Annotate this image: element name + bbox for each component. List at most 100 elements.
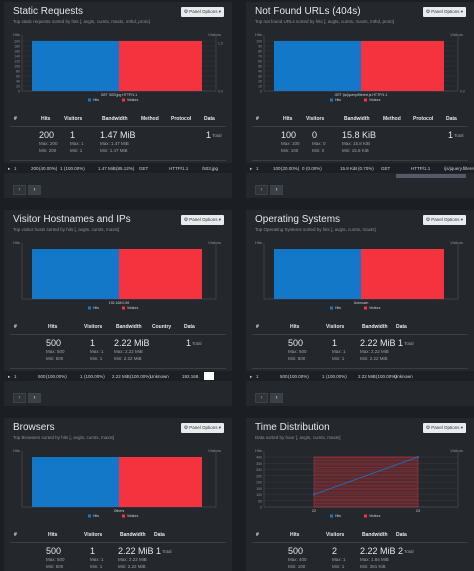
column-header[interactable]: #	[14, 532, 17, 538]
line-hits	[313, 456, 419, 495]
summary-data-total: 1	[448, 130, 454, 140]
column-header[interactable]: #	[256, 532, 259, 538]
panel-visitor-hostnames-and-ips: Visitor Hostnames and IPs Top visitor hos…	[4, 210, 232, 406]
next-page-button[interactable]: ›	[270, 185, 283, 195]
column-header[interactable]: Visitors	[326, 532, 345, 538]
previous-page-button[interactable]: ‹	[255, 393, 268, 403]
panel-options-button[interactable]: ⚙Panel Options ▾	[422, 215, 466, 225]
panel-title: Browsers	[13, 422, 55, 433]
expand-icon[interactable]: ▸	[8, 166, 11, 171]
column-header[interactable]: #	[14, 116, 17, 122]
divider	[10, 160, 226, 161]
divider	[252, 160, 468, 161]
next-page-button[interactable]: ›	[270, 393, 283, 403]
panel-options-button[interactable]: ⚙Panel Options ▾	[180, 423, 224, 433]
previous-page-button[interactable]: ‹	[13, 393, 26, 403]
expand-icon[interactable]: ▸	[8, 374, 11, 379]
column-header[interactable]: Visitors	[326, 324, 345, 330]
column-header[interactable]: Hits	[283, 116, 293, 122]
x-tick-label: Others	[114, 509, 125, 513]
next-page-button[interactable]: ›	[28, 185, 41, 195]
y-tick-label: 0	[260, 90, 262, 94]
column-header[interactable]: Data	[396, 324, 407, 330]
column-header[interactable]: Bandwidth	[362, 532, 388, 538]
column-header[interactable]: #	[256, 324, 259, 330]
y-tick-label: 300	[256, 468, 262, 472]
summary-hits-max: Max: 500	[46, 557, 65, 562]
column-header[interactable]: #	[14, 324, 17, 330]
table-row[interactable]: ▸ 1 500 (100.00%) 1 (100.00%) 2.22 MiB (100.00%…	[4, 371, 232, 381]
column-header[interactable]: Hits	[290, 532, 300, 538]
column-header[interactable]: Data	[446, 116, 457, 122]
horizontal-scrollbar[interactable]	[396, 174, 466, 178]
column-header[interactable]: Method	[383, 116, 401, 122]
panel-options-button[interactable]: ⚙Panel Options ▾	[422, 423, 466, 433]
summary-data-label: Total	[404, 549, 414, 554]
panel-options-button[interactable]: ⚙Panel Options ▾	[422, 7, 466, 17]
panel-title: Visitor Hostnames and IPs	[13, 214, 131, 225]
column-header[interactable]: Visitors	[64, 116, 83, 122]
y-tick-label: 50	[258, 499, 262, 503]
chevron-left-icon: ‹	[18, 187, 21, 193]
column-header[interactable]: Hits	[290, 324, 300, 330]
column-header[interactable]: Bandwidth	[362, 324, 388, 330]
expand-icon[interactable]: ▸	[250, 166, 253, 171]
column-header[interactable]: Bandwidth	[344, 116, 370, 122]
table-row[interactable]: ▸ 1 100 (20.00%) 0 (0.00%) 15.8 KiB (0.70%) GET H…	[246, 163, 474, 173]
summary-row: 500 Max: 500 Min: 500 1 Max: 1 Min: 1 2.22 MiB…	[4, 546, 232, 571]
previous-page-button[interactable]: ‹	[13, 185, 26, 195]
panel-title: Static Requests	[13, 6, 84, 17]
divider	[10, 126, 226, 127]
summary-hits-min: Min: 100	[281, 148, 299, 153]
summary-hits: 200	[39, 130, 55, 140]
column-header[interactable]: Bandwidth	[120, 532, 146, 538]
row-number: 1	[256, 374, 259, 379]
column-header[interactable]: Bandwidth	[102, 116, 128, 122]
expand-icon[interactable]: ▸	[250, 374, 253, 379]
y2-axis-label: Visitors	[208, 32, 221, 37]
row-hits: 200	[31, 166, 39, 171]
chart: Hits Visitors2001801601401201008060402001…	[13, 32, 223, 102]
table-row[interactable]: ▸ 1 500 (100.00%) 1 (100.00%) 2.22 MiB (100.00%…	[246, 371, 474, 381]
point-hits	[313, 493, 315, 496]
column-header[interactable]: Data	[154, 532, 165, 538]
legend-visitors-label: Visitors	[127, 306, 139, 310]
column-header[interactable]: Protocol	[413, 116, 434, 122]
previous-page-button[interactable]: ‹	[255, 185, 268, 195]
y-tick-label: 350	[256, 462, 262, 466]
column-header[interactable]: Data	[396, 532, 407, 538]
column-header[interactable]: Protocol	[171, 116, 192, 122]
divider	[252, 368, 468, 369]
y2-tick-label: 1.0	[218, 42, 223, 46]
panel-options-button[interactable]: ⚙Panel Options ▾	[180, 215, 224, 225]
panel-options-label: Panel Options	[189, 217, 218, 222]
row-protocol: HTTP/1.1	[169, 166, 189, 171]
row-bandwidth-percent: (0.70%)	[358, 166, 374, 171]
column-header[interactable]: Data	[204, 116, 215, 122]
summary-bandwidth: 2.22 MiB	[118, 546, 154, 556]
column-header[interactable]: Hits	[48, 324, 58, 330]
column-header[interactable]: Method	[141, 116, 159, 122]
panel-options-button[interactable]: ⚙Panel Options ▾	[180, 7, 224, 17]
y-axis-label: Hits	[13, 32, 20, 37]
column-header[interactable]: Hits	[48, 532, 58, 538]
column-header[interactable]: Data	[184, 324, 195, 330]
column-header[interactable]: Visitors	[306, 116, 325, 122]
panel-browsers: Browsers Top Browsers sorted by hits [, a…	[4, 418, 232, 571]
chevron-left-icon: ‹	[260, 395, 263, 401]
panel-options-label: Panel Options	[431, 425, 460, 430]
legend-hits-label: Hits	[93, 98, 99, 102]
panel-static-requests: Static Requests Top static requests sorte…	[4, 2, 232, 198]
column-header[interactable]: Bandwidth	[116, 324, 142, 330]
column-header[interactable]: Visitors	[84, 532, 103, 538]
y-tick-label: 60	[258, 60, 262, 64]
next-page-button[interactable]: ›	[28, 393, 41, 403]
chevron-right-icon: ›	[33, 187, 36, 193]
legend-visitors-swatch	[122, 514, 125, 518]
column-header[interactable]: #	[256, 116, 259, 122]
table-row[interactable]: ▸ 1 200 (40.00%) 1 (100.00%) 1.47 MiB (85.12%) G…	[4, 163, 232, 173]
summary-bandwidth-min: Min: 1.47 MiB	[100, 148, 128, 153]
column-header[interactable]: Hits	[41, 116, 51, 122]
column-header[interactable]: Country	[152, 324, 172, 330]
column-header[interactable]: Visitors	[84, 324, 103, 330]
